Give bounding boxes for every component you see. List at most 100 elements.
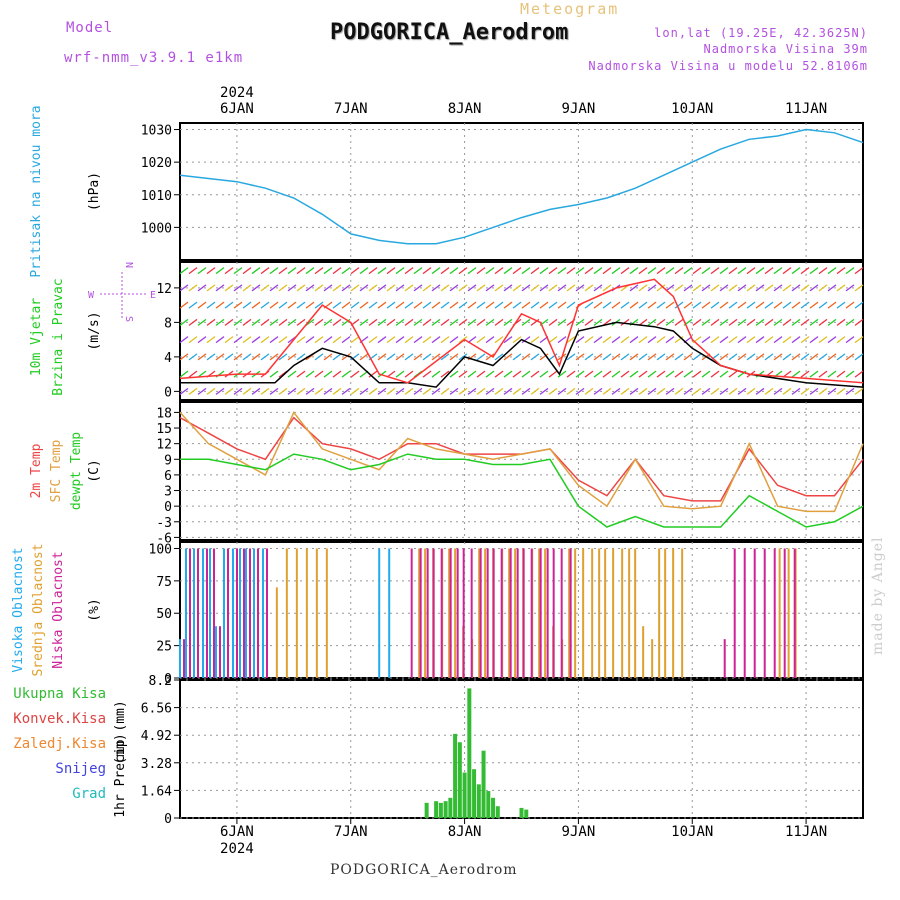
wind-arrow [800,301,810,309]
wind-arrow [503,301,513,309]
wind-arrow [584,336,594,344]
top-day-label: 7JAN [334,101,368,117]
wind-arrow [764,267,774,275]
wind-arrow [413,387,423,395]
wind-arrow [215,267,225,275]
wind-arrow [503,336,513,344]
wind-arrow [224,284,234,292]
wind-arrow [584,301,594,309]
wind-arrow [215,387,225,395]
wind-arrow [404,370,414,378]
wind-arrow [692,370,702,378]
ytick-label-clouds: 25 [156,640,172,655]
wind-arrow [467,370,477,378]
wind-arrow [458,353,468,361]
wind-arrow [557,301,567,309]
ytick-label-clouds: 100 [149,542,172,557]
wind-arrow [197,336,207,344]
unit-label-wind: (m/s) [87,311,102,350]
wind-arrow [512,267,522,275]
wind-arrow [647,353,657,361]
wind-arrow [755,387,765,395]
wind-arrow [359,353,369,361]
series-line-wind-0 [180,321,864,388]
wind-arrow [728,336,738,344]
wind-arrow [557,284,567,292]
wind-arrow [269,267,279,275]
wind-arrow [701,318,711,326]
unit-label-clouds: (%) [87,598,102,621]
wind-arrow [341,267,351,275]
wind-arrow [206,301,216,309]
precip-bar [519,807,524,818]
wind-arrow [377,301,387,309]
wind-arrow [440,301,450,309]
ytick-label-precip: 8.2 [149,674,172,689]
wind-arrow [836,353,846,361]
wind-arrow [566,387,576,395]
wind-arrow [332,318,342,326]
wind-arrow [503,267,513,275]
wind-arrow [566,301,576,309]
bottom-day-label: 7JAN [334,824,368,840]
wind-arrow [755,370,765,378]
wind-arrow [791,318,801,326]
credit-watermark: made by Angel [870,536,886,656]
bottom-day-label: 10JAN [671,824,713,840]
wind-arrow [395,284,405,292]
wind-arrow [638,387,648,395]
model-elevation-label: Nadmorska Visina u modelu 52.8106m [588,59,868,73]
wind-arrow [512,370,522,378]
wind-arrow [494,387,504,395]
wind-arrow [341,284,351,292]
wind-arrow [206,318,216,326]
wind-arrow [485,336,495,344]
wind-arrow [647,301,657,309]
wind-arrow [836,301,846,309]
wind-arrow [386,336,396,344]
wind-arrow [809,284,819,292]
wind-arrow [602,267,612,275]
top-day-label: 9JAN [562,101,596,117]
wind-arrow [287,387,297,395]
bottom-day-label: 8JAN [448,824,482,840]
wind-arrow [377,284,387,292]
wind-arrow [710,336,720,344]
wind-arrow [638,336,648,344]
precip-bar [491,797,496,818]
wind-arrow [188,387,198,395]
wind-arrow [854,387,864,395]
precip-bar [424,802,429,818]
wind-arrow [305,284,315,292]
wind-arrow [701,301,711,309]
wind-arrow [197,267,207,275]
wind-arrow [611,336,621,344]
wind-arrow [827,318,837,326]
ytick-label-temperature: -6 [156,531,172,546]
ytick-label-clouds: 50 [156,607,172,622]
wind-arrow [647,318,657,326]
wind-arrow [593,370,603,378]
wind-arrow [836,336,846,344]
cloud-ylabel-2: Niska Oblacnost [51,551,66,668]
wind-arrow [287,318,297,326]
wind-arrow [188,370,198,378]
wind-arrow [701,284,711,292]
station-title: PODGORICA_Aerodrom [330,20,569,45]
wind-arrow [728,284,738,292]
ytick-label-temperature: 12 [156,438,172,453]
wind-arrow [278,353,288,361]
wind-arrow [521,336,531,344]
wind-arrow [368,301,378,309]
wind-arrow [530,301,540,309]
wind-arrow [710,284,720,292]
wind-arrow [494,370,504,378]
wind-arrow [782,301,792,309]
wind-arrow [179,284,189,292]
wind-arrow [215,336,225,344]
ytick-label-temperature: 6 [164,469,172,484]
ytick-label-precip: 4.92 [141,729,172,744]
wind-arrow [395,267,405,275]
top-day-label: 10JAN [671,101,713,117]
wind-arrow [278,267,288,275]
